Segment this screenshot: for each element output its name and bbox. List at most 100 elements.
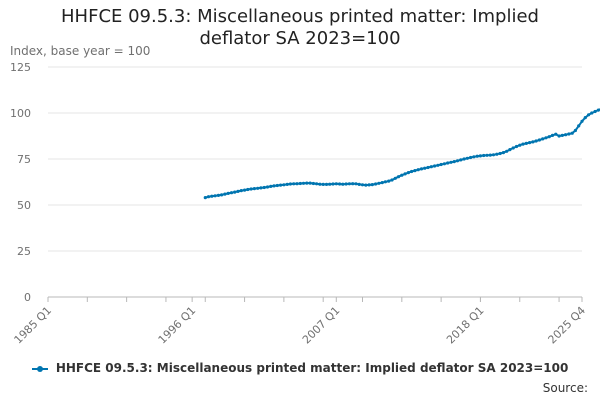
data-point[interactable] [426, 165, 430, 170]
data-point[interactable] [321, 182, 325, 186]
data-point[interactable] [272, 184, 276, 188]
data-point[interactable] [374, 182, 378, 186]
data-point[interactable] [416, 168, 420, 172]
data-point[interactable] [315, 182, 319, 186]
data-point[interactable] [570, 131, 574, 135]
data-point[interactable] [324, 182, 329, 186]
data-point[interactable] [269, 184, 273, 188]
data-point[interactable] [351, 182, 355, 186]
data-point[interactable] [318, 182, 322, 186]
data-point[interactable] [537, 138, 542, 142]
data-point[interactable] [338, 182, 342, 186]
data-point[interactable] [419, 167, 424, 171]
data-point[interactable] [554, 132, 558, 136]
data-point[interactable] [243, 188, 247, 192]
data-point[interactable] [288, 182, 292, 186]
data-point[interactable] [433, 164, 437, 168]
data-point[interactable] [295, 182, 299, 186]
data-point[interactable] [236, 189, 240, 193]
data-point[interactable] [377, 181, 381, 185]
data-point[interactable] [488, 153, 492, 157]
data-point[interactable] [305, 181, 309, 185]
data-point[interactable] [593, 109, 597, 114]
data-point[interactable] [462, 157, 466, 161]
data-point[interactable] [577, 124, 581, 128]
data-point[interactable] [580, 119, 584, 123]
data-point[interactable] [550, 133, 555, 137]
data-point[interactable] [210, 194, 214, 198]
data-point[interactable] [249, 187, 253, 191]
data-point[interactable] [544, 136, 548, 140]
data-point[interactable] [469, 155, 473, 160]
data-point[interactable] [282, 183, 286, 187]
data-point[interactable] [256, 186, 260, 190]
data-point[interactable] [223, 192, 227, 196]
data-point[interactable] [505, 149, 509, 153]
data-point[interactable] [442, 162, 446, 166]
data-point[interactable] [203, 196, 207, 200]
data-point[interactable] [275, 183, 279, 188]
data-point[interactable] [360, 183, 365, 187]
data-point[interactable] [396, 175, 401, 179]
data-point[interactable] [344, 182, 348, 186]
data-point[interactable] [501, 151, 505, 155]
data-point[interactable] [472, 155, 476, 159]
data-point[interactable] [547, 135, 551, 139]
data-point[interactable] [252, 187, 256, 191]
data-point[interactable] [216, 193, 220, 197]
data-point[interactable] [347, 182, 351, 186]
data-point[interactable] [262, 185, 266, 190]
data-point[interactable] [229, 191, 234, 195]
data-point[interactable] [380, 181, 384, 185]
data-point[interactable] [390, 178, 394, 182]
data-point[interactable] [400, 173, 404, 177]
data-point[interactable] [413, 169, 417, 173]
data-point[interactable] [528, 141, 532, 145]
data-point[interactable] [564, 133, 568, 137]
data-point[interactable] [213, 194, 217, 198]
data-point[interactable] [246, 187, 250, 192]
data-point[interactable] [452, 160, 456, 164]
data-point[interactable] [364, 183, 368, 187]
data-point[interactable] [279, 183, 283, 187]
data-point[interactable] [265, 185, 270, 189]
data-point[interactable] [465, 156, 469, 160]
data-point[interactable] [491, 153, 496, 157]
data-point[interactable] [455, 159, 460, 163]
data-point[interactable] [518, 143, 522, 147]
data-point[interactable] [403, 172, 407, 176]
data-point[interactable] [239, 189, 243, 193]
data-point[interactable] [534, 139, 538, 143]
data-point[interactable] [331, 182, 335, 186]
data-point[interactable] [590, 111, 594, 115]
data-point[interactable] [387, 179, 391, 183]
data-point[interactable] [367, 183, 371, 187]
data-point[interactable] [524, 141, 528, 145]
data-point[interactable] [439, 162, 443, 167]
data-point[interactable] [226, 191, 230, 195]
data-point[interactable] [485, 153, 489, 157]
data-point[interactable] [393, 176, 397, 180]
data-point[interactable] [583, 116, 587, 120]
data-point[interactable] [511, 146, 515, 150]
data-point[interactable] [334, 182, 338, 186]
data-point[interactable] [285, 182, 289, 186]
data-point[interactable] [357, 182, 361, 186]
data-point[interactable] [311, 181, 315, 186]
data-point[interactable] [220, 193, 224, 197]
data-point[interactable] [206, 195, 211, 199]
data-point[interactable] [567, 132, 571, 136]
data-point[interactable] [475, 154, 479, 158]
data-point[interactable] [587, 113, 591, 117]
data-point[interactable] [292, 182, 296, 186]
data-point[interactable] [436, 163, 440, 167]
data-point[interactable] [521, 142, 525, 146]
data-point[interactable] [341, 182, 345, 186]
data-point[interactable] [514, 144, 519, 149]
data-point[interactable] [596, 108, 600, 112]
data-point[interactable] [573, 128, 578, 133]
data-point[interactable] [498, 151, 502, 156]
data-point[interactable] [446, 161, 450, 165]
data-point[interactable] [531, 140, 535, 144]
data-point[interactable] [259, 186, 263, 190]
